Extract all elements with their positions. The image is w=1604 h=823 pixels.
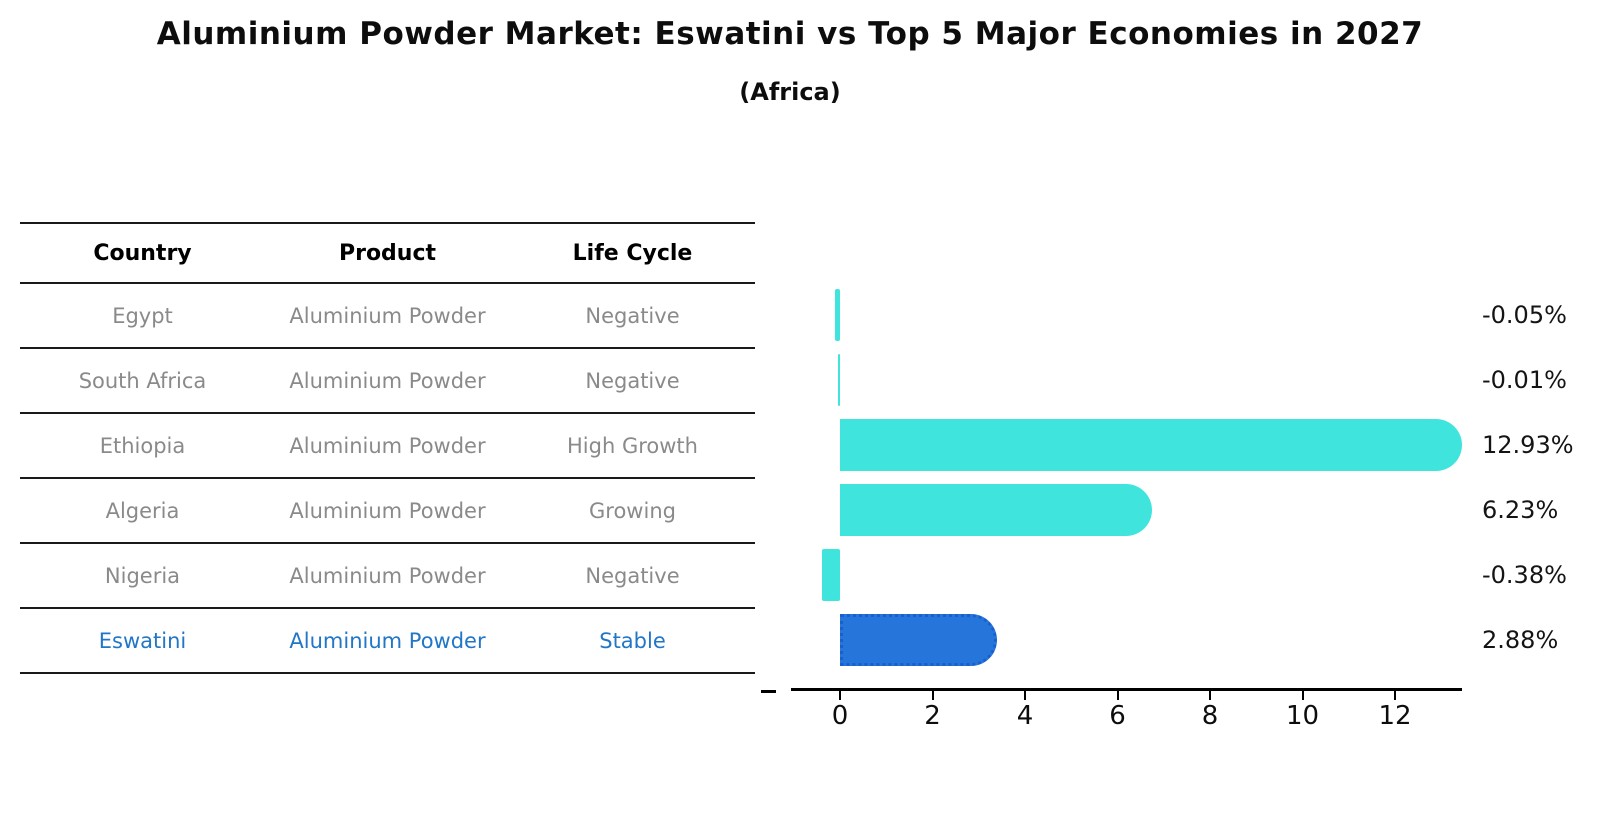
- life-cycle-cell: Stable: [599, 628, 666, 653]
- bar-ethiopia: [840, 418, 1462, 471]
- x-tick-mark: [839, 691, 841, 700]
- life-cycle-cell: Negative: [585, 303, 680, 328]
- product-cell: Aluminium Powder: [289, 368, 486, 393]
- bar-algeria: [840, 483, 1153, 536]
- country-cell: Ethiopia: [99, 433, 186, 458]
- country-table: Country Product Life Cycle Egypt Alumini…: [20, 222, 755, 674]
- x-tick-label: 6: [1109, 701, 1126, 731]
- table-row-algeria: Algeria Aluminium Powder Growing: [20, 479, 755, 544]
- column-header-country: Country: [93, 240, 192, 266]
- country-cell: Eswatini: [98, 628, 187, 653]
- country-cell: Egypt: [112, 303, 173, 328]
- value-label-ethiopia: 12.93%: [1482, 430, 1574, 459]
- x-tick-mark: [1209, 691, 1211, 700]
- table-header-row: Country Product Life Cycle: [20, 224, 755, 284]
- x-tick-label: 10: [1285, 701, 1320, 731]
- value-label-egypt: -0.05%: [1482, 300, 1567, 329]
- x-tick-label: 0: [831, 701, 849, 731]
- chart-title: Aluminium Powder Market: Eswatini vs Top…: [156, 16, 1424, 52]
- x-tick-mark: [1116, 691, 1119, 700]
- x-tick-mark: [1394, 691, 1396, 700]
- bar-south-africa: [838, 353, 840, 406]
- product-cell: Aluminium Powder: [289, 628, 486, 653]
- column-header-product: Product: [338, 240, 437, 266]
- x-tick-label: 2: [924, 701, 941, 731]
- table-row-egypt: Egypt Aluminium Powder Negative: [20, 284, 755, 349]
- life-cycle-cell: Negative: [585, 563, 680, 588]
- life-cycle-cell: Negative: [585, 368, 680, 393]
- column-header-life-cycle: Life Cycle: [572, 240, 693, 266]
- life-cycle-cell: High Growth: [567, 433, 698, 458]
- country-cell: Algeria: [105, 498, 180, 523]
- table-row-nigeria: Nigeria Aluminium Powder Negative: [20, 544, 755, 609]
- x-tick-mark: [1024, 691, 1026, 700]
- bar-egypt: [835, 288, 840, 341]
- table-row-south-africa: South Africa Aluminium Powder Negative: [20, 349, 755, 414]
- table-row-eswatini: Eswatini Aluminium Powder Stable: [20, 609, 755, 674]
- chart-subtitle: (Africa): [739, 78, 841, 106]
- x-tick-mark: [1301, 691, 1304, 700]
- product-cell: Aluminium Powder: [289, 498, 486, 523]
- product-cell: Aluminium Powder: [289, 303, 486, 328]
- value-label-eswatini: 2.88%: [1482, 625, 1559, 654]
- x-tick-mark: [931, 691, 934, 700]
- country-cell: South Africa: [78, 368, 207, 393]
- value-label-algeria: 6.23%: [1482, 495, 1559, 524]
- x-axis-line: [791, 688, 1462, 691]
- x-tick-label: 12: [1378, 701, 1412, 731]
- country-cell: Nigeria: [104, 563, 181, 588]
- table-row-ethiopia: Ethiopia Aluminium Powder High Growth: [20, 414, 755, 479]
- x-axis-left-dash: [761, 690, 776, 693]
- product-cell: Aluminium Powder: [289, 433, 486, 458]
- value-label-nigeria: -0.38%: [1482, 560, 1567, 589]
- value-label-south-africa: -0.01%: [1482, 365, 1567, 394]
- x-tick-label: 8: [1201, 701, 1219, 731]
- x-tick-label: 4: [1016, 701, 1034, 731]
- product-cell: Aluminium Powder: [289, 563, 486, 588]
- bar-nigeria: [822, 548, 840, 601]
- life-cycle-cell: Growing: [589, 498, 676, 523]
- bar-eswatini-highlighted: [840, 613, 998, 666]
